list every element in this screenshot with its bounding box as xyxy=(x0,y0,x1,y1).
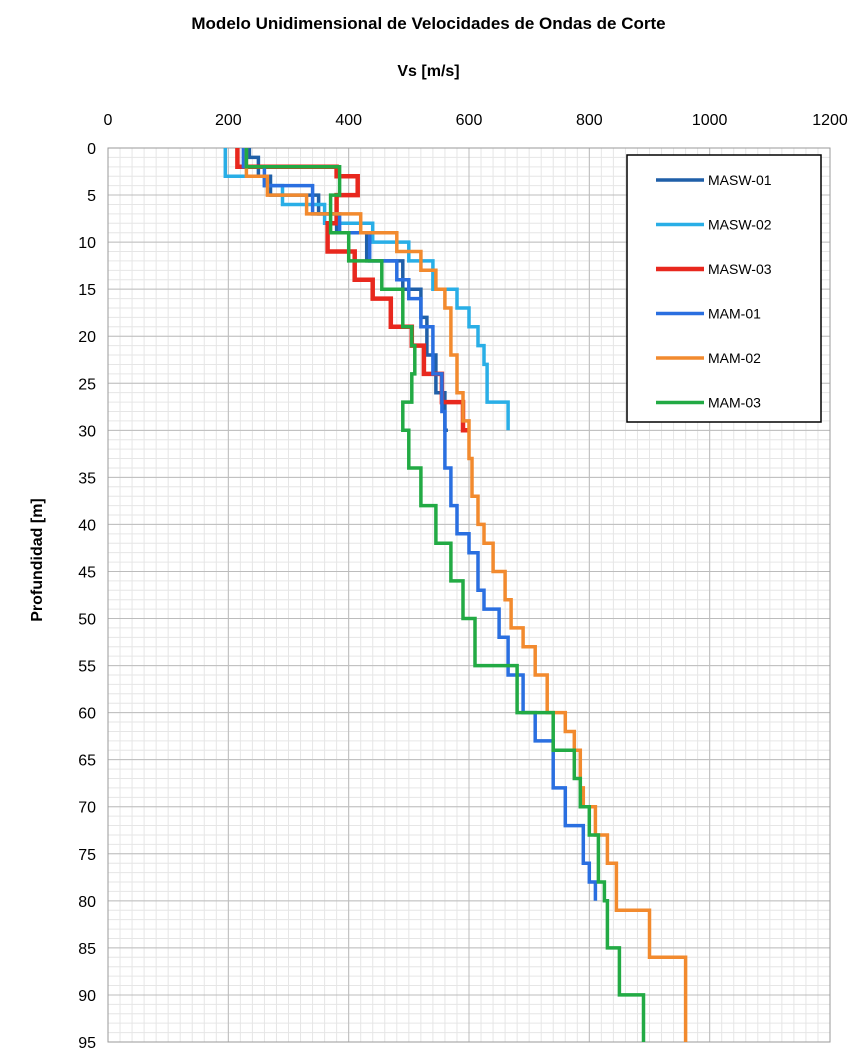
y-tick-label: 25 xyxy=(78,376,96,393)
x-tick-label: 400 xyxy=(335,112,362,129)
y-tick-label: 95 xyxy=(78,1035,96,1051)
legend-label-masw-03: MASW-03 xyxy=(708,261,772,277)
chart-title: Modelo Unidimensional de Velocidades de … xyxy=(191,14,666,33)
y-tick-label: 80 xyxy=(78,894,96,911)
legend-label-masw-01: MASW-01 xyxy=(708,172,772,188)
series-lines xyxy=(223,148,688,1042)
legend-label-masw-02: MASW-02 xyxy=(708,217,772,233)
y-tick-label: 30 xyxy=(78,423,96,440)
legend-label-mam-03: MAM-03 xyxy=(708,395,761,411)
y-tick-label: 90 xyxy=(78,988,96,1005)
y-tick-label: 65 xyxy=(78,753,96,770)
y-tick-label: 45 xyxy=(78,564,96,581)
y-tick-labels: 0 5 10 15 20 25 30 35 40 45 50 55 60 65 70 75 80 85 90 95 xyxy=(78,141,96,1051)
legend: MASW-01 MASW-02 MASW-03 MAM-01 MAM-02 MAM-03 xyxy=(626,154,822,423)
y-tick-label: 70 xyxy=(78,800,96,817)
x-tick-label: 800 xyxy=(576,112,603,129)
legend-box xyxy=(626,154,822,423)
legend-label-mam-02: MAM-02 xyxy=(708,350,761,366)
y-tick-label: 20 xyxy=(78,329,96,346)
x-axis-title: Vs [m/s] xyxy=(397,63,460,80)
x-tick-label: 600 xyxy=(456,112,483,129)
series-line-mam-01 xyxy=(241,148,598,901)
y-tick-label: 0 xyxy=(87,141,96,158)
y-tick-label: 10 xyxy=(78,235,96,252)
x-tick-label: 1200 xyxy=(812,112,848,129)
y-tick-label: 5 xyxy=(87,188,96,205)
plot-area-border xyxy=(107,147,831,1043)
x-tick-label: 200 xyxy=(215,112,242,129)
y-tick-label: 85 xyxy=(78,941,96,958)
x-tick-label: 1000 xyxy=(692,112,728,129)
y-tick-label: 55 xyxy=(78,659,96,676)
legend-label-mam-01: MAM-01 xyxy=(708,306,761,322)
series-line-mam-03 xyxy=(244,148,646,1042)
y-tick-label: 40 xyxy=(78,517,96,534)
y-tick-label: 50 xyxy=(78,612,96,629)
y-tick-label: 75 xyxy=(78,847,96,864)
x-tick-label: 0 xyxy=(104,112,113,129)
y-tick-label: 15 xyxy=(78,282,96,299)
series-line-masw-02 xyxy=(223,148,510,431)
y-tick-label: 60 xyxy=(78,706,96,723)
y-tick-label: 35 xyxy=(78,470,96,487)
x-tick-labels: 0 200 400 600 800 1000 1200 xyxy=(104,112,848,129)
